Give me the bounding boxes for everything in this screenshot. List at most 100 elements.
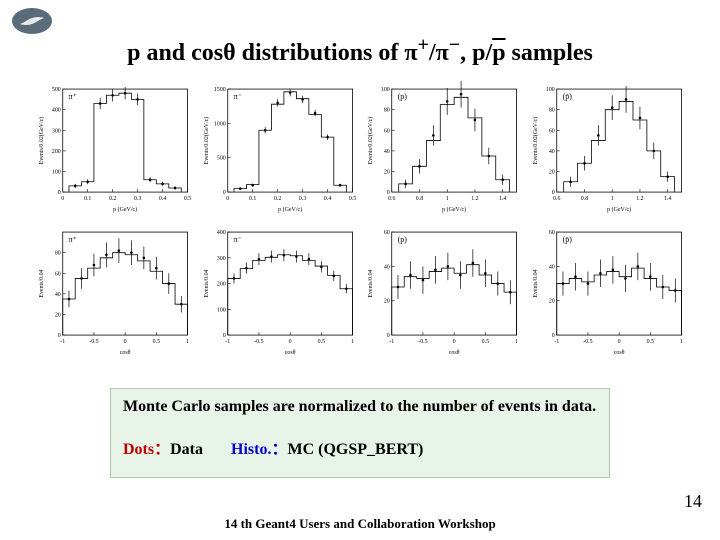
svg-text:0.1: 0.1 <box>84 196 91 202</box>
svg-text:1: 1 <box>515 339 518 345</box>
svg-text:80: 80 <box>55 251 61 257</box>
svg-text:-0.5: -0.5 <box>89 339 98 345</box>
legend-hist-label: Histo.： <box>231 441 287 458</box>
svg-text:0.5: 0.5 <box>153 339 160 345</box>
svg-text:100: 100 <box>216 307 225 313</box>
svg-text:0: 0 <box>58 190 61 196</box>
svg-text:1.2: 1.2 <box>636 196 643 202</box>
svg-text:80: 80 <box>548 108 554 114</box>
svg-text:40: 40 <box>548 149 554 155</box>
svg-text:1.2: 1.2 <box>471 196 478 202</box>
svg-text:-1: -1 <box>389 339 394 345</box>
svg-text:100: 100 <box>545 87 554 93</box>
svg-text:(p̄): (p̄) <box>562 92 572 101</box>
svg-text:Events/0.04: Events/0.04 <box>39 269 45 297</box>
svg-text:20: 20 <box>55 312 61 318</box>
svg-text:0: 0 <box>288 339 291 345</box>
svg-text:cosθ: cosθ <box>449 350 460 356</box>
svg-text:π⁺: π⁺ <box>69 92 77 101</box>
svg-text:-0.5: -0.5 <box>254 339 263 345</box>
svg-text:20: 20 <box>548 169 554 175</box>
charts-grid: 00.10.20.30.40.50100200300400500π⁺Events… <box>35 80 685 360</box>
svg-text:1.4: 1.4 <box>663 196 670 202</box>
svg-text:(p̄): (p̄) <box>562 235 572 244</box>
svg-text:Events/0.04: Events/0.04 <box>203 269 209 297</box>
svg-text:0: 0 <box>551 190 554 196</box>
svg-text:0.3: 0.3 <box>134 196 141 202</box>
svg-text:0: 0 <box>551 333 554 339</box>
legend-mc: MC (QGSP_BERT) <box>287 441 423 458</box>
svg-text:500: 500 <box>52 87 61 93</box>
svg-text:p (GeV/c): p (GeV/c) <box>113 206 137 213</box>
svg-text:(p): (p) <box>398 235 408 244</box>
svg-text:500: 500 <box>216 156 225 162</box>
svg-text:cosθ: cosθ <box>120 350 131 356</box>
svg-text:1: 1 <box>351 339 354 345</box>
svg-text:cosθ: cosθ <box>613 350 624 356</box>
svg-text:p (GeV/c): p (GeV/c) <box>278 206 302 213</box>
svg-text:0: 0 <box>226 196 229 202</box>
svg-text:0.5: 0.5 <box>184 196 191 202</box>
svg-text:0.5: 0.5 <box>482 339 489 345</box>
svg-text:0.8: 0.8 <box>580 196 587 202</box>
svg-text:60: 60 <box>384 230 390 236</box>
svg-text:0.1: 0.1 <box>248 196 255 202</box>
svg-text:0.5: 0.5 <box>348 196 355 202</box>
svg-text:-1: -1 <box>60 339 65 345</box>
page-number: 14 <box>684 491 702 512</box>
svg-text:p (GeV/c): p (GeV/c) <box>607 206 631 213</box>
chart-pi_minus_cos: -1-0.500.510100200300400π⁻Events/0.04cos… <box>200 223 357 360</box>
svg-text:0: 0 <box>58 333 61 339</box>
svg-text:-1: -1 <box>554 339 559 345</box>
svg-text:0.4: 0.4 <box>159 196 166 202</box>
svg-text:Events/0.02(GeV/c): Events/0.02(GeV/c) <box>38 117 45 165</box>
svg-text:Events/0.04: Events/0.04 <box>368 269 374 297</box>
note-legend: Dots：Data Histo.：MC (QGSP_BERT) <box>123 435 597 459</box>
svg-text:0: 0 <box>617 339 620 345</box>
svg-text:0: 0 <box>387 190 390 196</box>
svg-text:300: 300 <box>52 128 61 134</box>
svg-text:20: 20 <box>384 169 390 175</box>
slide-footer: 14 th Geant4 Users and Collaboration Wor… <box>0 516 720 532</box>
chart-pbar_p: 0.60.811.21.4020406080100(p̄)Events/0.02… <box>529 80 686 217</box>
svg-text:60: 60 <box>384 128 390 134</box>
svg-text:0: 0 <box>222 333 225 339</box>
slide-logo <box>10 6 54 36</box>
svg-text:60: 60 <box>55 271 61 277</box>
legend-dots-label: Dots： <box>123 441 170 458</box>
svg-text:60: 60 <box>548 128 554 134</box>
svg-text:Events/0.02(GeV/c): Events/0.02(GeV/c) <box>202 117 209 165</box>
svg-text:0: 0 <box>61 196 64 202</box>
chart-proton_p: 0.60.811.21.4020406080100(p)Events/0.02(… <box>364 80 521 217</box>
svg-text:0.5: 0.5 <box>317 339 324 345</box>
svg-text:400: 400 <box>52 108 61 114</box>
svg-text:40: 40 <box>55 292 61 298</box>
note-normalization: Monte Carlo samples are normalized to th… <box>123 397 597 417</box>
svg-text:1000: 1000 <box>213 121 225 127</box>
svg-text:0: 0 <box>387 333 390 339</box>
chart-proton_cos: -1-0.500.510204060(p)Events/0.04cosθ <box>364 223 521 360</box>
svg-text:0.4: 0.4 <box>323 196 330 202</box>
svg-text:200: 200 <box>216 282 225 288</box>
svg-text:0.2: 0.2 <box>273 196 280 202</box>
slide-title: p and cosθ distributions of π+/π−, p/p s… <box>0 34 720 67</box>
svg-text:1500: 1500 <box>213 87 225 93</box>
svg-text:-1: -1 <box>225 339 230 345</box>
svg-text:20: 20 <box>384 299 390 305</box>
note-box: Monte Carlo samples are normalized to th… <box>110 388 610 478</box>
svg-text:0.3: 0.3 <box>298 196 305 202</box>
svg-text:p (GeV/c): p (GeV/c) <box>442 206 466 213</box>
svg-text:1.4: 1.4 <box>499 196 506 202</box>
svg-text:400: 400 <box>216 230 225 236</box>
svg-text:40: 40 <box>548 264 554 270</box>
chart-pbar_cos: -1-0.500.510204060(p̄)Events/0.04cosθ <box>529 223 686 360</box>
svg-text:cosθ: cosθ <box>284 350 295 356</box>
svg-text:200: 200 <box>52 149 61 155</box>
svg-text:0: 0 <box>222 190 225 196</box>
svg-text:0.6: 0.6 <box>553 196 560 202</box>
svg-text:π⁻: π⁻ <box>233 92 241 101</box>
svg-text:π⁺: π⁺ <box>69 235 77 244</box>
svg-text:40: 40 <box>384 264 390 270</box>
legend-data: Data <box>170 441 203 458</box>
svg-text:1: 1 <box>610 196 613 202</box>
